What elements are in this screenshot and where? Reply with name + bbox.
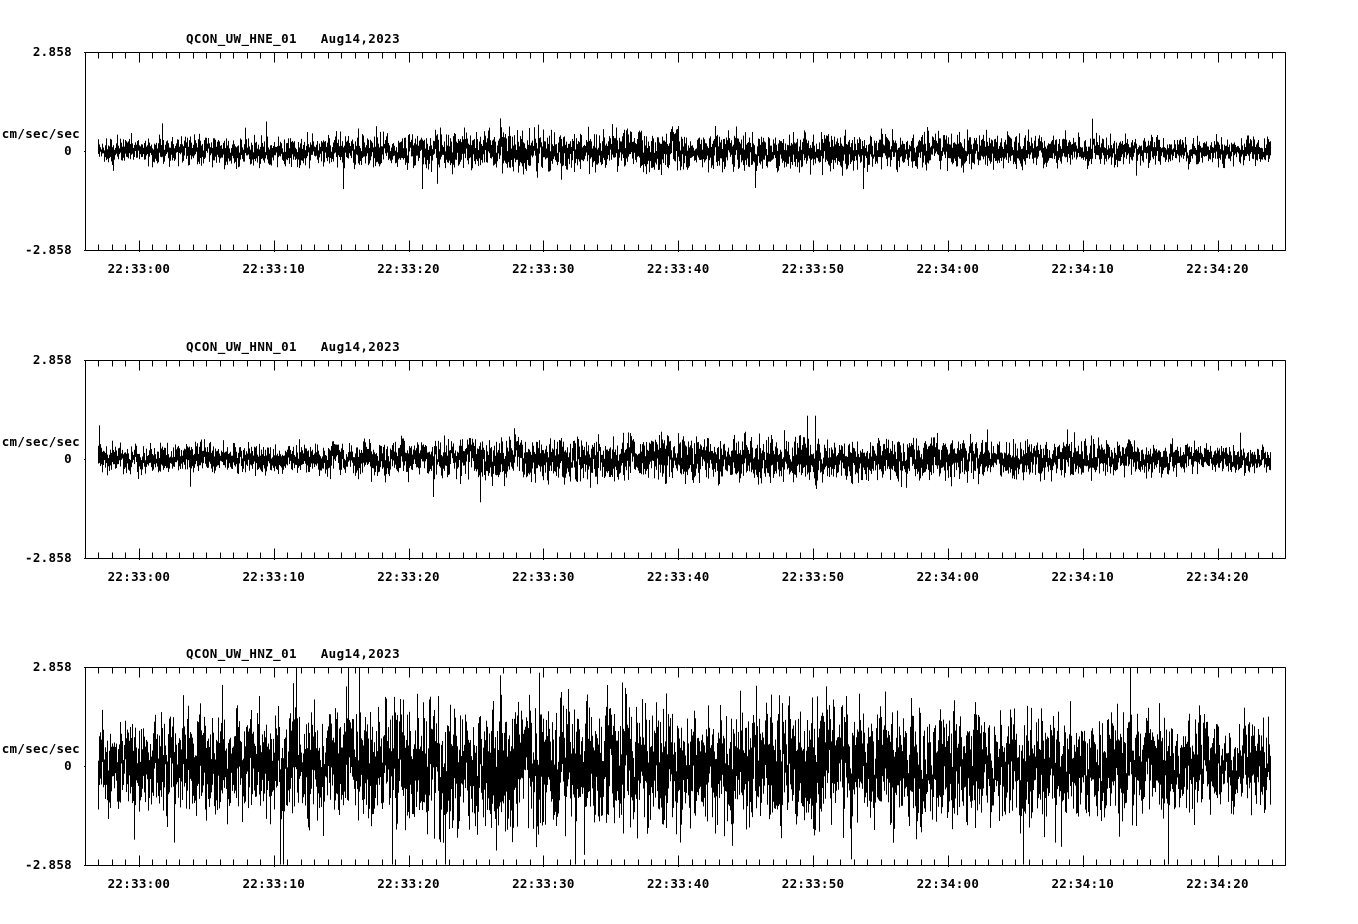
x-tick-label-hnn-5: 22:33:50	[781, 569, 845, 584]
x-tick-label-hne-8: 22:34:20	[1186, 261, 1249, 276]
x-tick-label-hnz-4: 22:33:40	[646, 876, 710, 891]
x-tick-label-hne-6: 22:34:00	[916, 261, 980, 276]
y-tick-label-hne-0: 2.858	[32, 44, 72, 59]
x-tick-label-hnz-1: 22:33:10	[242, 876, 306, 891]
x-tick-label-hnn-4: 22:33:40	[646, 569, 710, 584]
panel-title-hne: QCON_UW_HNE_01 Aug14,2023	[186, 31, 400, 46]
y-axis-unit-label-hnz: cm/sec/sec	[1, 741, 80, 756]
x-tick-label-hnz-2: 22:33:20	[377, 876, 440, 891]
x-tick-label-hnz-6: 22:34:00	[916, 876, 980, 891]
x-tick-label-hnz-3: 22:33:30	[512, 876, 575, 891]
y-axis-unit-label-hnn: cm/sec/sec	[1, 434, 80, 449]
panel-title-hnn: QCON_UW_HNN_01 Aug14,2023	[186, 339, 400, 354]
x-tick-label-hne-1: 22:33:10	[242, 261, 306, 276]
x-tick-label-hne-2: 22:33:20	[377, 261, 440, 276]
x-tick-label-hnn-2: 22:33:20	[377, 569, 440, 584]
x-tick-label-hnn-8: 22:34:20	[1186, 569, 1249, 584]
x-tick-label-hnz-7: 22:34:10	[1051, 876, 1115, 891]
x-tick-label-hnn-1: 22:33:10	[242, 569, 306, 584]
y-tick-label-hnn-0: 2.858	[32, 352, 72, 367]
x-tick-label-hnn-0: 22:33:00	[107, 569, 171, 584]
x-tick-label-hne-5: 22:33:50	[781, 261, 845, 276]
x-tick-label-hnn-6: 22:34:00	[916, 569, 980, 584]
y-tick-label-hne-2: -2.858	[25, 242, 72, 257]
y-axis-unit-label-hne: cm/sec/sec	[1, 126, 80, 141]
y-tick-label-hnz-2: -2.858	[25, 857, 72, 872]
waveform-plot-hnn	[84, 359, 1287, 560]
x-tick-label-hnn-3: 22:33:30	[512, 569, 575, 584]
x-tick-label-hnz-8: 22:34:20	[1186, 876, 1249, 891]
y-tick-label-hnn-2: -2.858	[25, 550, 72, 565]
y-tick-label-hne-1: 0	[64, 143, 72, 158]
x-tick-label-hne-4: 22:33:40	[646, 261, 710, 276]
x-tick-label-hnz-5: 22:33:50	[781, 876, 845, 891]
waveform-plot-hnz	[84, 666, 1287, 867]
y-tick-label-hnz-1: 0	[64, 758, 72, 773]
x-tick-label-hne-7: 22:34:10	[1051, 261, 1115, 276]
y-tick-label-hnz-0: 2.858	[32, 659, 72, 674]
x-tick-label-hne-3: 22:33:30	[512, 261, 575, 276]
y-tick-label-hnn-1: 0	[64, 451, 72, 466]
x-tick-label-hnn-7: 22:34:10	[1051, 569, 1115, 584]
x-tick-label-hnz-0: 22:33:00	[107, 876, 171, 891]
panel-title-hnz: QCON_UW_HNZ_01 Aug14,2023	[186, 646, 400, 661]
waveform-plot-hne	[84, 51, 1287, 252]
x-tick-label-hne-0: 22:33:00	[107, 261, 171, 276]
